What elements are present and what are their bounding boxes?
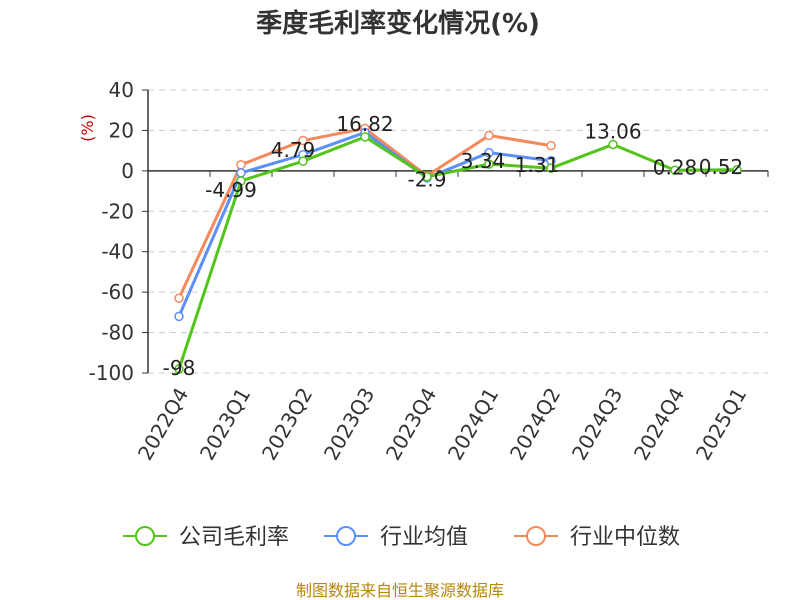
legend-marker (526, 526, 546, 546)
x-tick-label: 2022Q4 (133, 384, 193, 465)
legend-marker (135, 526, 155, 546)
legend-label: 公司毛利率 (179, 525, 289, 550)
x-tick-label: 2025Q1 (691, 384, 751, 465)
y-tick-label: -60 (101, 280, 134, 304)
data-point (174, 293, 184, 303)
y-tick-label: 20 (109, 118, 134, 142)
series-lines (174, 123, 742, 374)
data-point (732, 165, 742, 175)
data-point (422, 171, 432, 182)
x-tick-label: 2023Q3 (319, 384, 379, 465)
x-tick-label: 2024Q4 (629, 384, 689, 465)
data-point (608, 139, 618, 150)
data-label: -2.9 (407, 168, 446, 192)
legend: 公司毛利率 行业均值 行业中位数 (123, 525, 680, 550)
x-axis: 2022Q4 2023Q1 2023Q2 2023Q3 2023Q4 2024Q1 2024… (133, 170, 769, 465)
grid-lines (148, 89, 768, 374)
y-tick-label: 40 (109, 78, 134, 102)
data-label: -98 (163, 356, 196, 380)
data-point (174, 364, 184, 374)
x-tick-label: 2023Q1 (195, 384, 255, 465)
data-label: -4.99 (205, 178, 257, 202)
data-point (298, 156, 308, 166)
y-tick-label: -100 (89, 361, 134, 385)
legend-marker (336, 526, 356, 546)
data-point (484, 130, 494, 141)
data-label: 4.79 (271, 138, 316, 162)
data-point (484, 159, 494, 169)
legend-label: 行业均值 (380, 525, 468, 550)
data-point (360, 132, 370, 142)
data-label: 1.31 (515, 153, 560, 177)
data-point (670, 165, 680, 176)
y-tick-label: 0 (121, 159, 134, 183)
data-point (236, 168, 246, 178)
x-tick-label: 2023Q4 (381, 384, 441, 465)
data-point (236, 176, 246, 186)
data-label: 0.28 (653, 155, 698, 179)
x-tick-label: 2024Q3 (567, 384, 627, 465)
data-labels: -98 -4.99 4.79 16.82 -2.9 3.34 1.31 13.06 0.28 0.… (163, 112, 744, 380)
source-note: 制图数据来自恒生聚源数据库 (296, 581, 504, 600)
y-axis-unit: (%) (78, 114, 97, 142)
y-axis-ticks: 40 20 0 -20 -40 -60 -80 -100 (89, 78, 149, 385)
x-tick-label: 2024Q2 (505, 384, 565, 465)
chart-title: 季度毛利率变化情况(%) (256, 8, 540, 39)
data-point (298, 135, 308, 146)
data-label: 3.34 (461, 149, 506, 173)
y-tick-label: -80 (101, 321, 134, 345)
legend-label: 行业中位数 (570, 525, 680, 550)
x-tick-label: 2024Q1 (443, 384, 503, 465)
data-label: 13.06 (584, 119, 641, 143)
y-tick-label: -20 (101, 199, 134, 223)
y-tick-label: -40 (101, 240, 134, 264)
series-line (177, 135, 738, 370)
data-point (484, 147, 494, 158)
data-label: 0.52 (699, 155, 744, 179)
data-point (236, 160, 246, 170)
x-tick-label: 2023Q2 (257, 384, 317, 465)
data-point (174, 311, 184, 322)
data-point (546, 140, 556, 151)
data-point (546, 163, 556, 173)
data-label: 16.82 (336, 112, 393, 136)
